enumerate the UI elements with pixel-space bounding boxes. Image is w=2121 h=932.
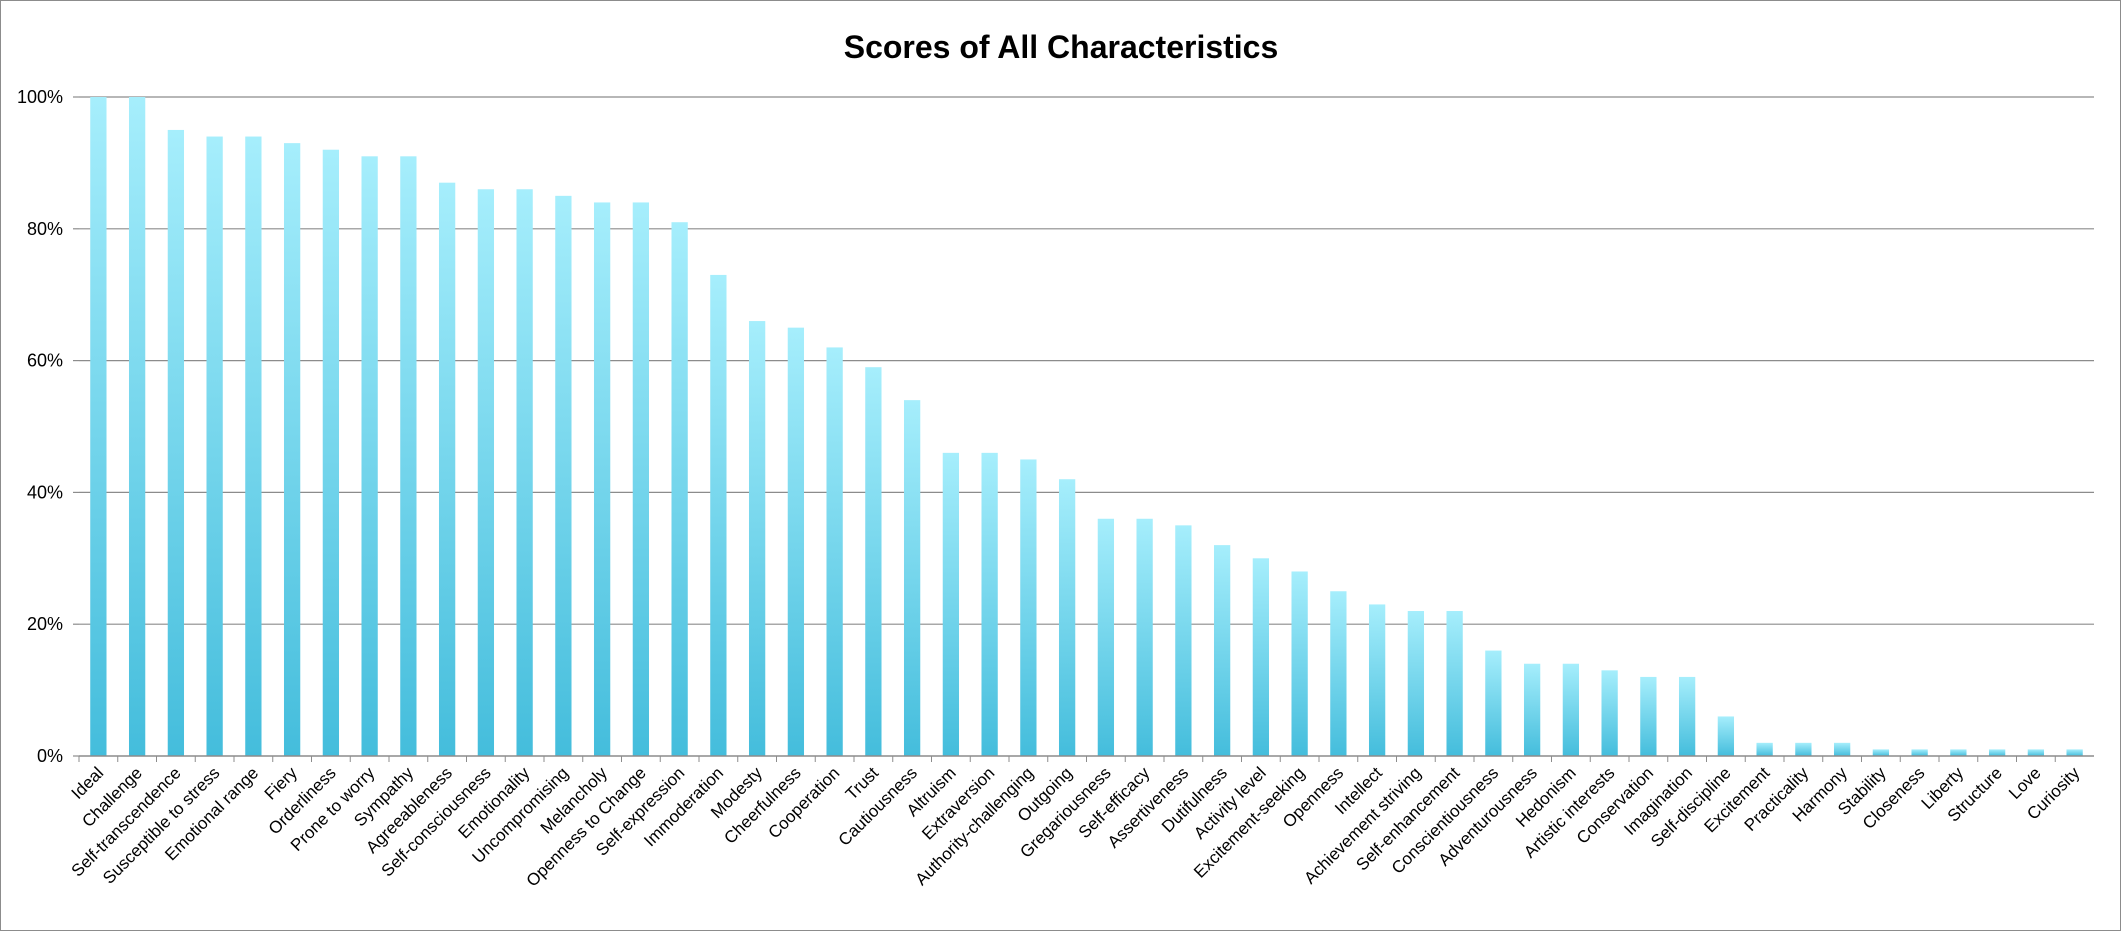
bar-hedonism xyxy=(1562,663,1580,756)
y-axis-ticks: 0% 20% 40% 60% 80% 100% xyxy=(17,87,79,766)
x-axis-ticks: IdealChallengeSelf-transcendenceSuscepti… xyxy=(68,756,2084,890)
bar-prone-to-worry xyxy=(361,156,378,756)
bar-self-consciousness xyxy=(477,189,495,756)
bar-trust xyxy=(865,367,882,756)
bar-love xyxy=(2027,749,2045,756)
y-tick-label: 20% xyxy=(27,614,63,634)
bar-extraversion xyxy=(981,452,998,756)
bar-modesty xyxy=(748,321,766,756)
bar-self-expression xyxy=(671,222,688,756)
bar-practicality xyxy=(1795,742,1812,756)
bar-immoderation xyxy=(710,274,727,756)
chart-title: Scores of All Characteristics xyxy=(844,29,1279,65)
bar-self-efficacy xyxy=(1136,518,1153,756)
bars xyxy=(90,97,2083,757)
bar-susceptible-to-stress xyxy=(206,136,223,757)
bar-conscientiousness xyxy=(1485,650,1502,756)
bar-cooperation xyxy=(826,347,843,756)
bar-authority-challenging xyxy=(1020,459,1037,756)
bar-altruism xyxy=(942,452,960,756)
y-tick-label: 80% xyxy=(27,219,63,239)
gridlines xyxy=(79,96,2094,625)
bar-ideal xyxy=(90,97,107,756)
bar-melancholy xyxy=(593,202,611,756)
y-tick-label: 100% xyxy=(17,87,63,107)
bar-stability xyxy=(1872,749,1890,756)
bar-imagination xyxy=(1678,676,1696,756)
bar-self-discipline xyxy=(1717,716,1735,756)
bar-cheerfulness xyxy=(787,327,805,756)
bar-emotional-range xyxy=(245,136,262,757)
bar-emotionality xyxy=(516,189,533,756)
bar-achievement-striving xyxy=(1407,611,1425,756)
y-tick-label: 0% xyxy=(37,746,63,766)
bar-self-transcendence xyxy=(167,129,185,756)
bar-artistic-interests xyxy=(1601,670,1618,756)
bar-orderliness xyxy=(322,149,340,757)
bar-liberty xyxy=(1950,749,1967,756)
bar-outgoing xyxy=(1058,479,1076,756)
bar-openness xyxy=(1330,591,1347,756)
y-tick-label: 60% xyxy=(27,351,63,371)
bar-closeness xyxy=(1911,749,1928,756)
bar-sympathy xyxy=(400,156,417,756)
bar-agreeableness xyxy=(438,182,456,757)
bar-activity-level xyxy=(1252,558,1270,756)
bar-assertiveness xyxy=(1175,525,1192,756)
bar-uncompromising xyxy=(555,195,572,757)
bar-cautiousness xyxy=(903,400,921,756)
bar-openness-to-change xyxy=(632,202,650,756)
bar-conservation xyxy=(1640,676,1657,756)
bar-challenge xyxy=(128,97,146,756)
bar-curiosity xyxy=(2066,749,2083,756)
bar-fiery xyxy=(283,143,301,756)
y-tick-label: 40% xyxy=(27,482,63,502)
bar-self-enhancement xyxy=(1446,611,1463,756)
bar-structure xyxy=(1988,749,2006,756)
bar-adventurousness xyxy=(1523,663,1541,756)
bar-intellect xyxy=(1368,604,1386,756)
bar-dutifulness xyxy=(1213,545,1231,756)
bar-harmony xyxy=(1833,742,1851,756)
bar-excitement xyxy=(1756,742,1773,756)
bar-excitement-seeking xyxy=(1291,571,1308,756)
bar-gregariousness xyxy=(1097,518,1115,756)
